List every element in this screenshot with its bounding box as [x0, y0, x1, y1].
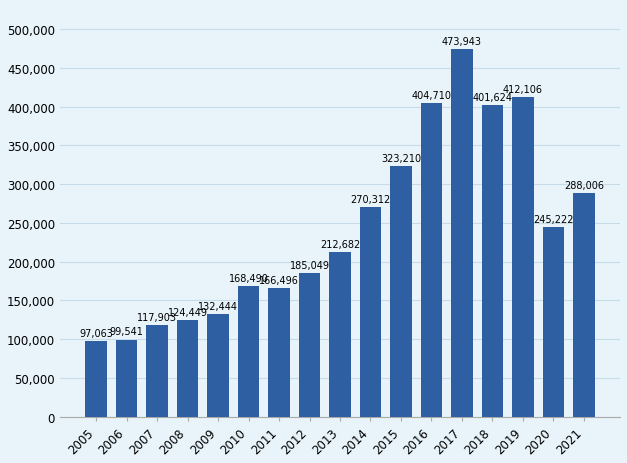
- Text: 124,449: 124,449: [167, 307, 208, 318]
- Text: 132,444: 132,444: [198, 301, 238, 311]
- Bar: [85, 342, 107, 417]
- Bar: [238, 287, 259, 417]
- Bar: [177, 320, 198, 417]
- Bar: [360, 208, 381, 417]
- Bar: [390, 167, 412, 417]
- Bar: [299, 274, 320, 417]
- Bar: [573, 194, 594, 417]
- Text: 245,222: 245,222: [533, 214, 574, 224]
- Bar: [451, 50, 473, 417]
- Text: 288,006: 288,006: [564, 181, 604, 191]
- Text: 99,541: 99,541: [110, 327, 144, 337]
- Bar: [512, 98, 534, 417]
- Text: 404,710: 404,710: [411, 91, 451, 101]
- Bar: [329, 252, 350, 417]
- Bar: [208, 314, 229, 417]
- Bar: [482, 106, 503, 417]
- Text: 97,063: 97,063: [79, 329, 113, 338]
- Bar: [543, 227, 564, 417]
- Text: 401,624: 401,624: [473, 93, 512, 103]
- Text: 323,210: 323,210: [381, 154, 421, 164]
- Bar: [146, 325, 167, 417]
- Bar: [268, 288, 290, 417]
- Text: 412,106: 412,106: [503, 85, 543, 95]
- Text: 270,312: 270,312: [350, 194, 391, 205]
- Text: 212,682: 212,682: [320, 239, 360, 249]
- Text: 185,049: 185,049: [290, 261, 330, 270]
- Bar: [116, 340, 137, 417]
- Text: 168,490: 168,490: [229, 274, 268, 283]
- Text: 117,903: 117,903: [137, 313, 177, 323]
- Bar: [421, 104, 442, 417]
- Text: 473,943: 473,943: [442, 37, 482, 47]
- Text: 166,496: 166,496: [259, 275, 299, 285]
